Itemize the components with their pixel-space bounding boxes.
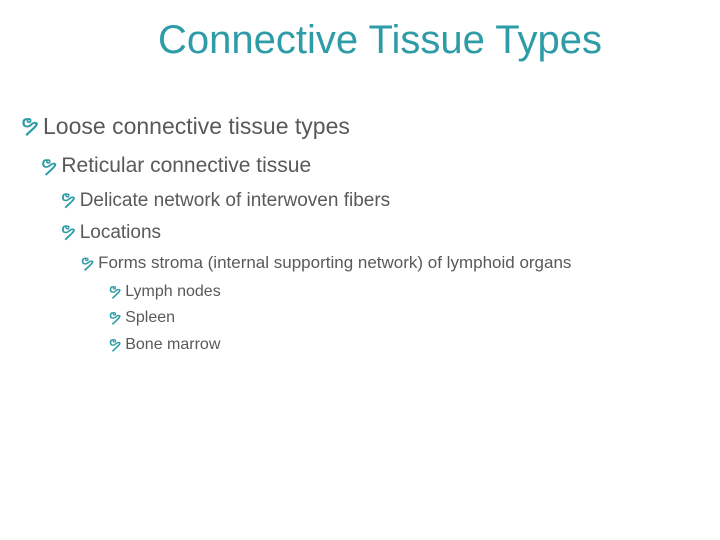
bullet-level-2: ຯ Reticular connective tissue bbox=[40, 152, 700, 180]
bullet-marker-icon: ຯ bbox=[40, 152, 57, 178]
bullet-text: Bone marrow bbox=[125, 334, 220, 356]
bullet-marker-icon: ຯ bbox=[60, 220, 76, 244]
bullet-marker-icon: ຯ bbox=[108, 307, 121, 327]
bullet-level-1: ຯ Loose connective tissue types bbox=[20, 111, 700, 142]
bullet-marker-icon: ຯ bbox=[80, 252, 94, 273]
bullet-level-4: ຯ Forms stroma (internal supporting netw… bbox=[80, 252, 700, 275]
bullet-text: Delicate network of interwoven fibers bbox=[80, 188, 390, 214]
bullet-marker-icon: ຯ bbox=[108, 281, 121, 301]
bullet-text: Forms stroma (internal supporting networ… bbox=[98, 252, 571, 275]
bullet-level-5: ຯ Bone marrow bbox=[108, 334, 700, 356]
bullet-text: Loose connective tissue types bbox=[43, 111, 350, 142]
bullet-level-3: ຯ Locations bbox=[60, 220, 700, 246]
bullet-level-5: ຯ Spleen bbox=[108, 307, 700, 329]
bullet-text: Locations bbox=[80, 220, 161, 246]
slide: Connective Tissue Types ຯ Loose connecti… bbox=[0, 0, 720, 540]
bullet-text: Lymph nodes bbox=[125, 281, 220, 303]
bullet-level-3: ຯ Delicate network of interwoven fibers bbox=[60, 188, 700, 214]
bullet-text: Spleen bbox=[125, 307, 175, 329]
bullet-level-5: ຯ Lymph nodes bbox=[108, 281, 700, 303]
slide-title: Connective Tissue Types bbox=[60, 18, 700, 63]
bullet-text: Reticular connective tissue bbox=[61, 152, 311, 180]
bullet-marker-icon: ຯ bbox=[108, 334, 121, 354]
bullet-marker-icon: ຯ bbox=[60, 188, 76, 212]
bullet-marker-icon: ຯ bbox=[20, 111, 39, 140]
